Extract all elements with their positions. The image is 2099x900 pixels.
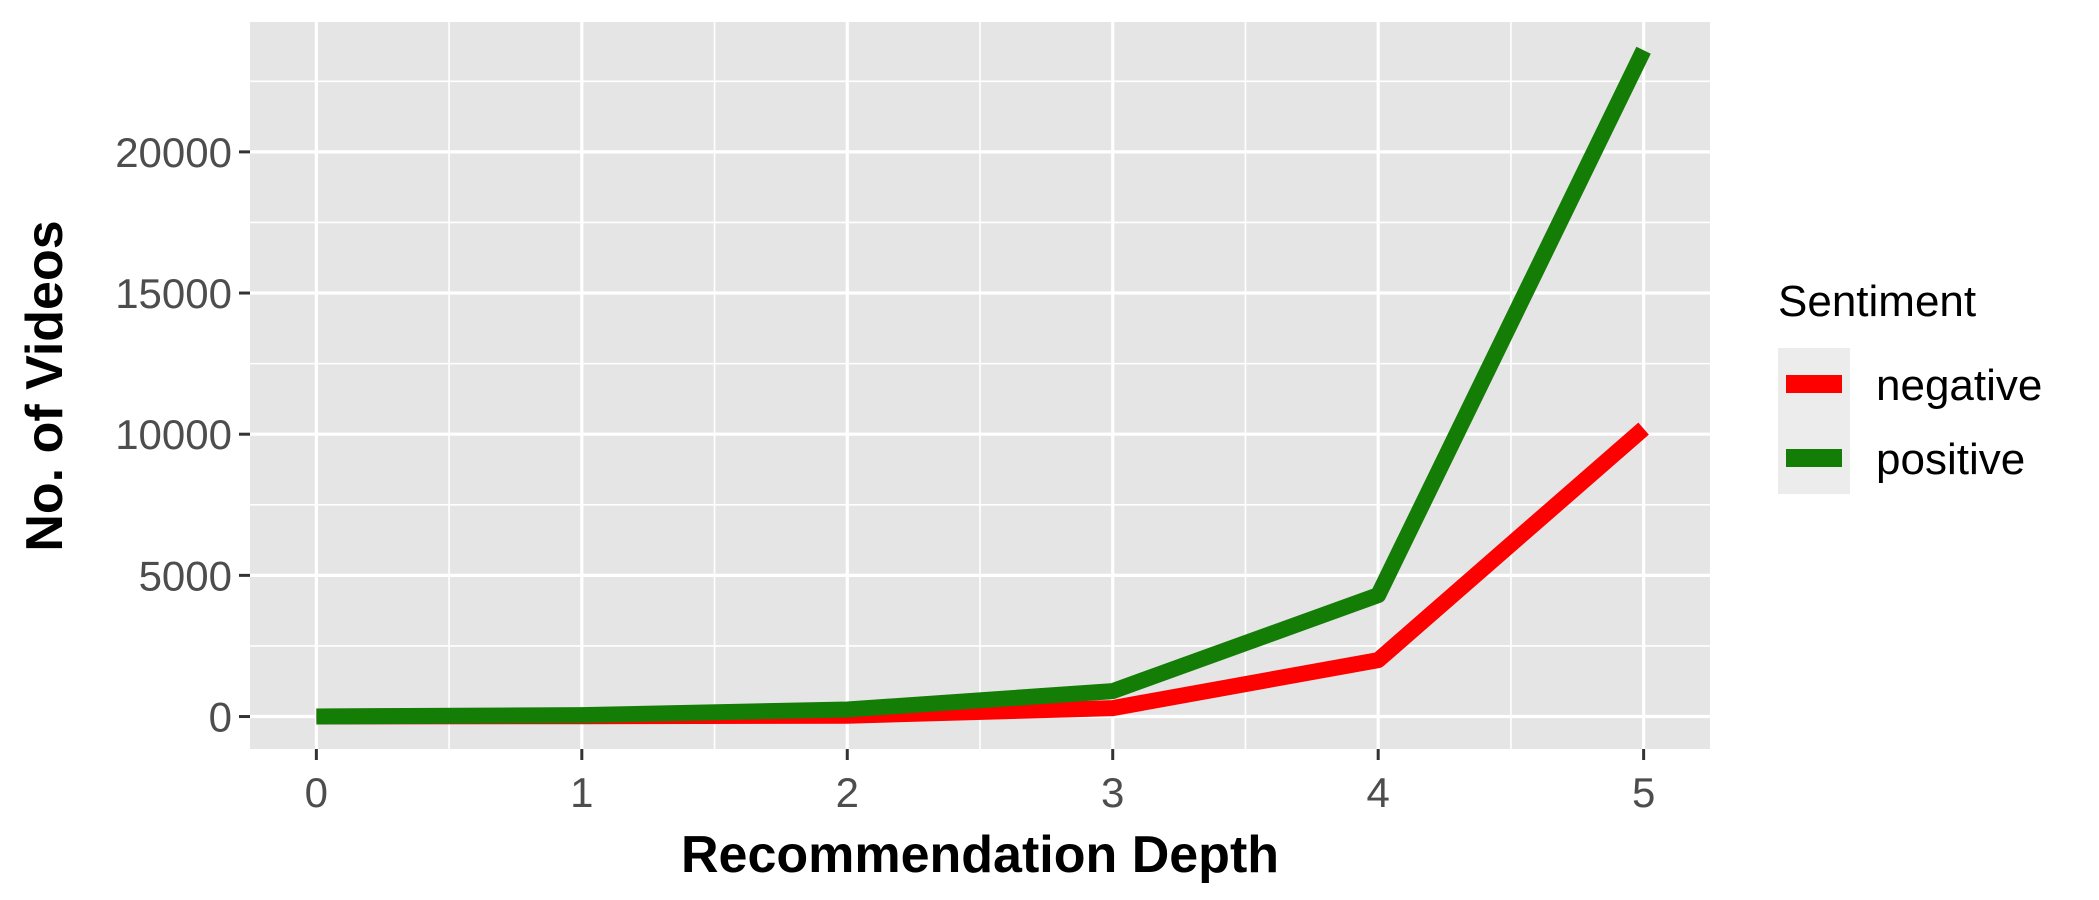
axis-ticks xyxy=(239,150,1646,760)
y-axis-title: No. of Videos xyxy=(16,220,74,551)
series-line-positive xyxy=(316,46,1651,725)
y-tick-label: 20000 xyxy=(115,129,232,176)
legend-label-positive: positive xyxy=(1876,435,2025,484)
x-tick-label: 3 xyxy=(1101,769,1124,816)
legend-label-negative: negative xyxy=(1876,361,2042,410)
y-tick-label: 5000 xyxy=(139,552,232,599)
x-tick-label: 2 xyxy=(836,769,859,816)
x-tick-label: 5 xyxy=(1632,769,1655,816)
x-tick-label: 0 xyxy=(305,769,328,816)
x-tick-label: 1 xyxy=(570,769,593,816)
legend-keys-background xyxy=(1778,348,1850,494)
y-tick-labels: 0 5000 10000 15000 20000 xyxy=(115,129,232,741)
y-tick-label: 10000 xyxy=(115,411,232,458)
y-tick-label: 0 xyxy=(209,694,232,741)
major-gridlines xyxy=(250,22,1710,749)
x-tick-labels: 0 1 2 3 4 5 xyxy=(305,769,1656,816)
series-lines xyxy=(316,46,1651,725)
x-axis-title: Recommendation Depth xyxy=(681,826,1279,884)
minor-gridlines xyxy=(250,22,1710,749)
x-tick-label: 4 xyxy=(1367,769,1390,816)
legend: Sentiment negative positive xyxy=(1778,277,2042,494)
y-tick-label: 15000 xyxy=(115,270,232,317)
legend-title: Sentiment xyxy=(1778,277,1976,326)
